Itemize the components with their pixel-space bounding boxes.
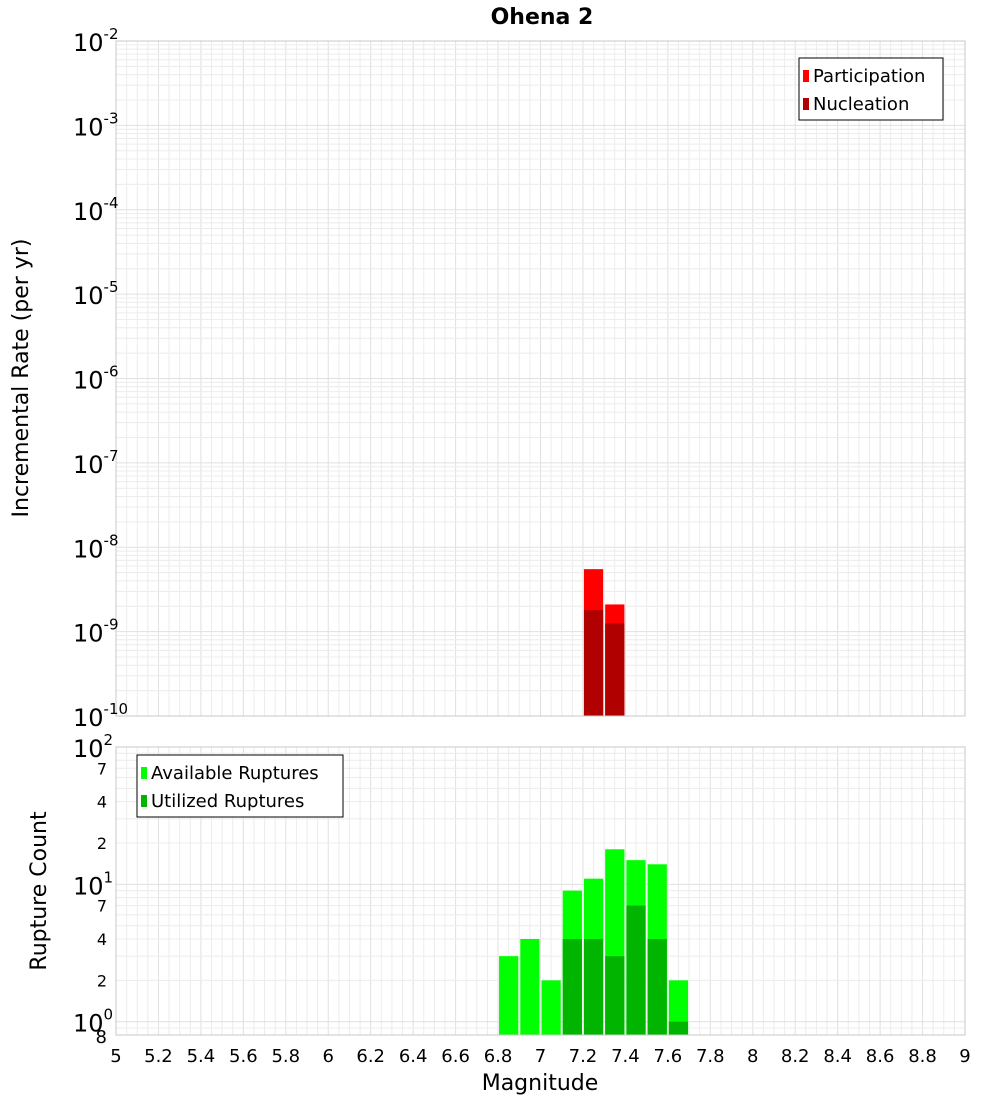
x-tick-label: 9 [959, 1046, 970, 1067]
legend-label: Utilized Ruptures [151, 791, 304, 812]
x-tick-label: 6.4 [399, 1046, 428, 1067]
top-ylabel: Incremental Rate (per yr) [9, 239, 34, 518]
bottom-bar-available-ruptures [541, 980, 561, 1035]
x-tick-label: 6 [323, 1046, 334, 1067]
y-tick-label: 10-4 [73, 194, 119, 226]
x-tick-label: 5.8 [271, 1046, 300, 1067]
y-tick-label: 10-3 [73, 109, 119, 141]
y-minor-tick-label: 2 [97, 834, 107, 853]
x-tick-label: 5.2 [144, 1046, 173, 1067]
x-tick-label: 8.4 [823, 1046, 852, 1067]
bottom-bar-available-ruptures [520, 939, 540, 1035]
x-tick-label: 7.8 [696, 1046, 725, 1067]
legend-box [798, 57, 944, 121]
y-minor-tick-label: 2 [97, 971, 107, 990]
bottom-bar-utilized-ruptures [583, 939, 604, 1035]
x-tick-label: 6.8 [484, 1046, 513, 1067]
y-tick-label: 10-5 [73, 278, 119, 310]
y-minor-tick-label: 7 [97, 759, 107, 778]
y-minor-tick-label: 7 [97, 897, 107, 916]
legend-box [136, 754, 344, 818]
top-panel-y-ticks: 10-2 10-3 10-4 10-5 10-6 10-7 10-8 10-9 10-10 [73, 25, 128, 732]
bottom-plot-area [115, 746, 966, 1036]
bottom-bar-available-ruptures [668, 980, 689, 1035]
bottom-bar-utilized-ruptures [668, 1021, 689, 1035]
top-panel-grid [115, 40, 966, 717]
x-tick-label: 8.2 [781, 1046, 810, 1067]
y-minor-tick-label: 4 [97, 793, 107, 812]
y-minor-tick-label: 8 [96, 1027, 107, 1048]
top-bar-nucleation [583, 610, 604, 716]
legend-label: Nucleation [813, 94, 909, 115]
top-bar-nucleation [605, 623, 625, 716]
y-tick-label: 10-8 [73, 531, 119, 563]
x-tick-label: 7.6 [654, 1046, 683, 1067]
legend-swatch [803, 98, 809, 110]
top-panel-legend: Participation Nucleation [798, 57, 944, 121]
legend-swatch [803, 70, 809, 82]
y-tick-label: 100 [73, 1006, 113, 1038]
x-tick-label: 7 [535, 1046, 546, 1067]
x-tick-label: 7.2 [569, 1046, 598, 1067]
x-tick-label: 5.4 [187, 1046, 216, 1067]
top-panel-bars [583, 569, 625, 716]
x-tick-label: 8.8 [908, 1046, 937, 1067]
y-tick-label: 10-10 [73, 700, 128, 732]
top-panel-frame [115, 40, 966, 717]
x-tick-label: 6.2 [356, 1046, 385, 1067]
bottom-ylabel: Rupture Count [27, 811, 52, 971]
y-tick-label: 10-6 [73, 363, 119, 395]
x-tick-label: 5.6 [229, 1046, 258, 1067]
x-tick-label: 8 [747, 1046, 758, 1067]
bottom-bar-utilized-ruptures [626, 905, 646, 1035]
bottom-panel-frame [115, 746, 966, 1036]
y-tick-label: 10-2 [73, 25, 119, 57]
bottom-bar-utilized-ruptures [562, 939, 582, 1035]
x-tick-label: 5 [110, 1046, 121, 1067]
x-tick-label: 8.6 [866, 1046, 895, 1067]
bottom-bar-utilized-ruptures [647, 939, 667, 1035]
legend-label: Available Ruptures [151, 763, 319, 784]
y-tick-label: 102 [73, 731, 113, 763]
bottom-panel-bars [499, 849, 689, 1035]
top-plot-area [115, 40, 966, 717]
bottom-panel-y-ticks: 102 101 100 7 4 2 7 4 2 8 [73, 731, 113, 1048]
bottom-bar-utilized-ruptures [605, 956, 625, 1035]
x-axis-label: Magnitude [482, 1071, 599, 1096]
legend-label: Participation [813, 66, 925, 87]
legend-swatch [141, 767, 147, 779]
x-tick-label: 7.4 [611, 1046, 640, 1067]
bottom-panel-legend: Available Ruptures Utilized Ruptures [136, 754, 344, 818]
x-tick-label: 6.6 [441, 1046, 470, 1067]
chart-title: Ohena 2 [491, 5, 594, 30]
y-tick-label: 10-7 [73, 447, 119, 479]
bottom-bar-available-ruptures [499, 956, 519, 1035]
legend-swatch [141, 795, 147, 807]
y-tick-label: 10-9 [73, 616, 119, 648]
x-axis-ticks: 5 5.2 5.4 5.6 5.8 6 6.2 6.4 6.6 6.8 7 7.2 7.4 7.6 7.8 8… [110, 1046, 970, 1067]
y-minor-tick-label: 4 [97, 930, 107, 949]
y-tick-label: 101 [73, 868, 113, 900]
